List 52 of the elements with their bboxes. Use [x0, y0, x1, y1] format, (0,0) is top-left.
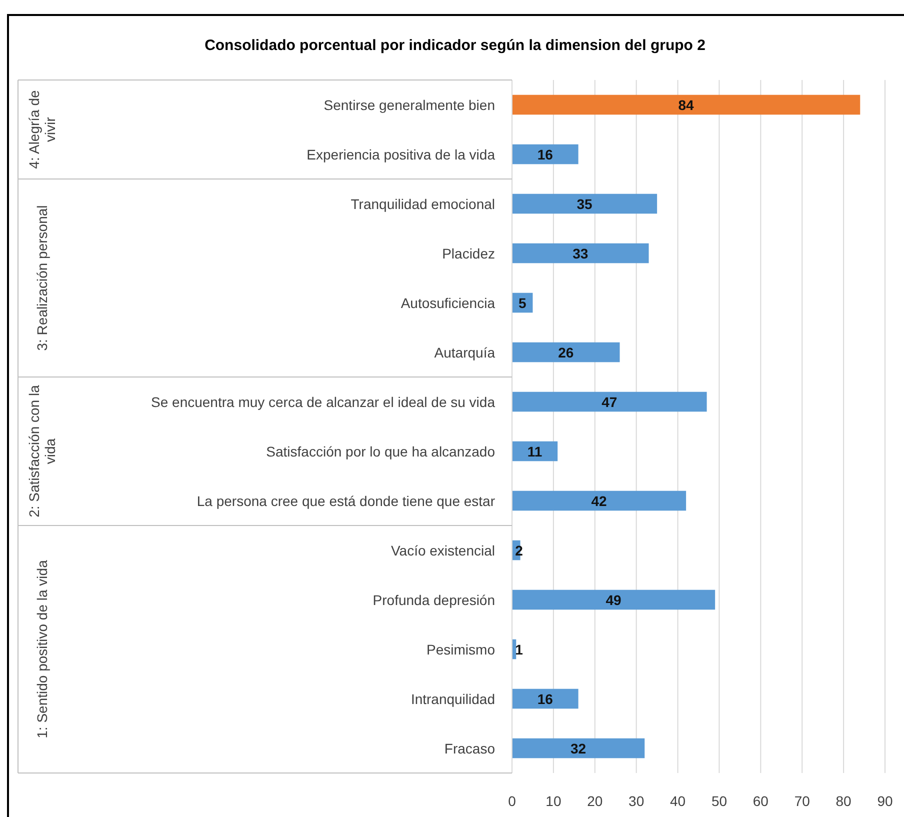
- text: 3: Realización personal: [34, 205, 50, 351]
- x-tick-label: 90: [877, 792, 893, 809]
- data-label: 84: [678, 96, 694, 113]
- chart-title: Consolidado porcentual por indicador según la dimension del grupo 2: [204, 37, 706, 54]
- data-label: 33: [572, 245, 588, 262]
- data-label: 16: [537, 146, 554, 162]
- bar: [512, 94, 860, 115]
- y-tick-label: Fracaso: [444, 740, 496, 756]
- bar: [512, 144, 578, 164]
- bar: [512, 738, 645, 758]
- x-tick-label: 30: [628, 792, 644, 809]
- bar: [512, 243, 649, 264]
- x-tick-label: 0: [508, 792, 516, 809]
- text: 1: Sentido positivo de la vida: [34, 560, 50, 738]
- data-label: 11: [527, 443, 542, 460]
- data-label: 1: [515, 641, 524, 658]
- y-tick-label: Intranquilidad: [410, 690, 495, 707]
- y-tick-label: Satisfacción por lo que ha alcanzado: [266, 443, 496, 460]
- y-tick-label: Autosuficiencia: [400, 294, 496, 311]
- bar: [512, 392, 707, 412]
- x-tick-label: 70: [794, 792, 810, 809]
- data-label: 35: [576, 196, 593, 212]
- data-label: 26: [558, 344, 574, 360]
- y-tick-label: Vacío existencial: [390, 542, 495, 558]
- bar: [512, 688, 578, 709]
- bar: [512, 490, 686, 511]
- bar: [512, 342, 620, 362]
- data-label: 16: [537, 690, 554, 707]
- y-tick-label: La persona cree que está donde tiene que estar: [196, 492, 496, 509]
- x-tick-label: 20: [587, 792, 603, 809]
- y-tick-label: Placidez: [442, 245, 495, 262]
- x-tick-label: 80: [836, 792, 852, 809]
- x-tick-label: 10: [546, 792, 562, 809]
- bar: [512, 590, 716, 610]
- y-tick-label: Tranquilidad emocional: [350, 196, 495, 212]
- bar: [512, 194, 658, 214]
- x-tick-label: 40: [670, 792, 686, 809]
- text: 2: Satisfacción con la vida: [26, 384, 58, 518]
- data-label: 5: [518, 294, 526, 311]
- y-tick-label: Experiencia positiva de la vida: [306, 146, 496, 162]
- data-label: 47: [602, 394, 618, 410]
- x-tick-label: 60: [752, 792, 769, 809]
- y-tick-label: Se encuentra muy cerca de alcanzar el ideal de su vida: [151, 394, 496, 410]
- y-tick-label: Pesimismo: [426, 641, 496, 658]
- y-tick-label: Autarquía: [434, 344, 496, 360]
- y-tick-label: Sentirse generalmente bien: [324, 96, 495, 113]
- y-tick-label: Profunda depresión: [372, 592, 495, 608]
- x-tick-label: 50: [711, 792, 728, 809]
- text: 4: Alegría de vivir: [26, 90, 58, 169]
- data-label: 32: [570, 740, 586, 756]
- data-label: 42: [591, 492, 608, 509]
- data-label: 49: [606, 592, 622, 608]
